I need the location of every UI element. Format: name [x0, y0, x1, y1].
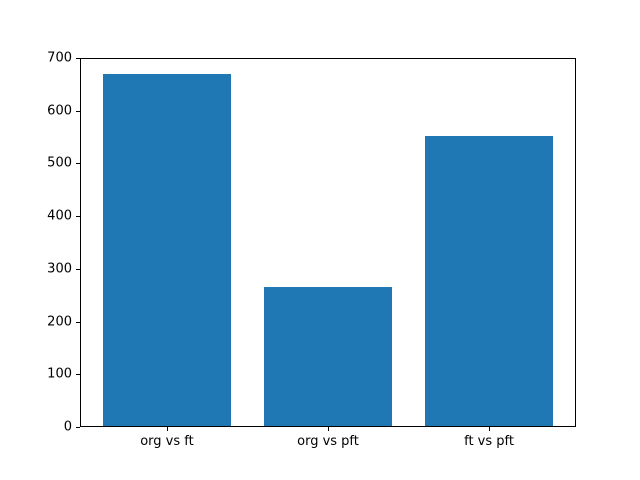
y-tick-mark [76, 321, 80, 323]
y-tick-mark [76, 374, 80, 376]
plot-area [80, 58, 576, 427]
bar-ft-vs-pft [424, 135, 554, 427]
x-tick-mark [489, 427, 491, 431]
x-tick-label: org vs ft [140, 434, 194, 449]
x-tick-label: ft vs pft [464, 434, 514, 449]
x-tick-mark [328, 427, 329, 431]
y-tick-label: 200 [47, 314, 72, 330]
y-tick-mark [76, 163, 80, 165]
y-tick-mark [76, 58, 80, 59]
y-tick-label: 100 [47, 366, 72, 382]
y-tick-mark [76, 110, 80, 112]
y-tick-label: 600 [47, 103, 72, 119]
y-tick-mark [76, 268, 80, 270]
x-tick-label: org vs pft [297, 434, 359, 449]
y-tick-label: 700 [47, 50, 72, 66]
x-tick-mark [166, 427, 168, 431]
bar-org-vs-ft [102, 73, 232, 427]
y-tick-mark [76, 427, 80, 428]
y-tick-label: 500 [47, 155, 72, 171]
y-tick-label: 300 [47, 261, 72, 277]
y-tick-label: 0 [63, 419, 72, 435]
bar-org-vs-pft [263, 287, 393, 427]
y-tick-label: 400 [47, 208, 72, 224]
y-tick-mark [76, 216, 80, 218]
